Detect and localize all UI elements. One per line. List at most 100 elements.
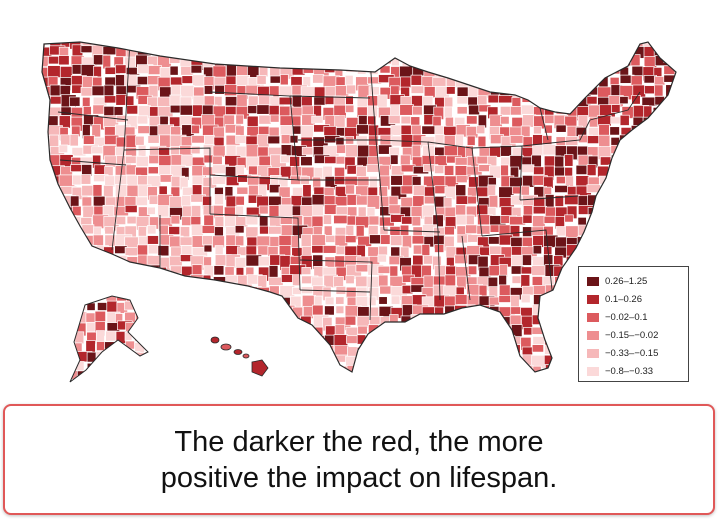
county [665, 256, 676, 265]
county [302, 365, 313, 372]
county [521, 67, 532, 81]
county [543, 305, 556, 318]
county [158, 304, 168, 316]
county [42, 304, 49, 314]
county [422, 55, 435, 64]
county [280, 366, 296, 372]
county [59, 306, 69, 323]
county [620, 234, 634, 248]
county [134, 381, 148, 382]
county [312, 204, 324, 217]
county [654, 205, 664, 221]
county [60, 246, 71, 257]
county [410, 366, 425, 372]
county [313, 42, 331, 48]
county [377, 337, 392, 348]
county [610, 206, 624, 217]
county [47, 65, 61, 78]
county [247, 42, 265, 52]
county [324, 305, 335, 316]
county [379, 364, 389, 372]
state-borders [57, 42, 641, 321]
county [137, 316, 148, 329]
county [236, 285, 247, 299]
county [144, 322, 148, 338]
county [454, 305, 468, 314]
county [423, 315, 440, 326]
county [258, 46, 273, 58]
county [292, 367, 310, 372]
county [258, 54, 271, 63]
county [345, 184, 355, 195]
county [632, 135, 649, 144]
county [126, 365, 137, 372]
county [42, 314, 54, 325]
county [357, 56, 372, 70]
county [203, 154, 214, 164]
county [644, 85, 656, 95]
county [48, 285, 59, 295]
county [60, 356, 72, 365]
county [114, 286, 126, 296]
legend-label: 0.1–0.26 [605, 293, 642, 305]
county [586, 96, 598, 105]
county [675, 215, 676, 225]
county [367, 296, 377, 307]
county [234, 305, 249, 321]
county [388, 114, 401, 125]
county [357, 325, 368, 335]
county [269, 334, 282, 343]
county [81, 286, 95, 296]
county [655, 165, 668, 175]
county [291, 376, 306, 384]
county [619, 96, 629, 105]
county [532, 45, 542, 59]
county [191, 324, 200, 336]
county [631, 235, 642, 252]
county [378, 355, 396, 364]
county [434, 42, 447, 45]
county [159, 44, 174, 58]
county [279, 74, 289, 86]
county [324, 85, 336, 98]
county [235, 114, 244, 125]
county [144, 351, 148, 362]
county [268, 306, 281, 320]
county [477, 135, 487, 148]
county [48, 295, 60, 312]
county [544, 95, 556, 107]
legend-swatch [587, 366, 599, 376]
county [677, 135, 692, 142]
county [468, 377, 484, 389]
county [136, 376, 152, 386]
county [170, 296, 181, 311]
county [378, 324, 387, 340]
county [520, 45, 530, 55]
county [674, 54, 676, 64]
county [565, 276, 575, 289]
county [300, 234, 312, 248]
county [223, 42, 236, 47]
county [443, 366, 459, 372]
county [67, 383, 78, 398]
county [444, 42, 458, 51]
county [60, 226, 76, 241]
county [70, 300, 77, 309]
county [446, 326, 460, 343]
caption-box: The darker the red, the more positive th… [3, 404, 715, 515]
county [432, 175, 446, 187]
county [410, 116, 421, 127]
county [663, 134, 676, 145]
county [368, 56, 382, 68]
county [555, 56, 572, 71]
county [643, 164, 655, 176]
county [157, 295, 172, 306]
county [476, 225, 491, 235]
county [269, 114, 280, 123]
county [608, 164, 622, 177]
county [245, 326, 259, 337]
county [334, 46, 350, 58]
county [311, 366, 326, 372]
county [445, 336, 457, 351]
county [125, 340, 135, 350]
